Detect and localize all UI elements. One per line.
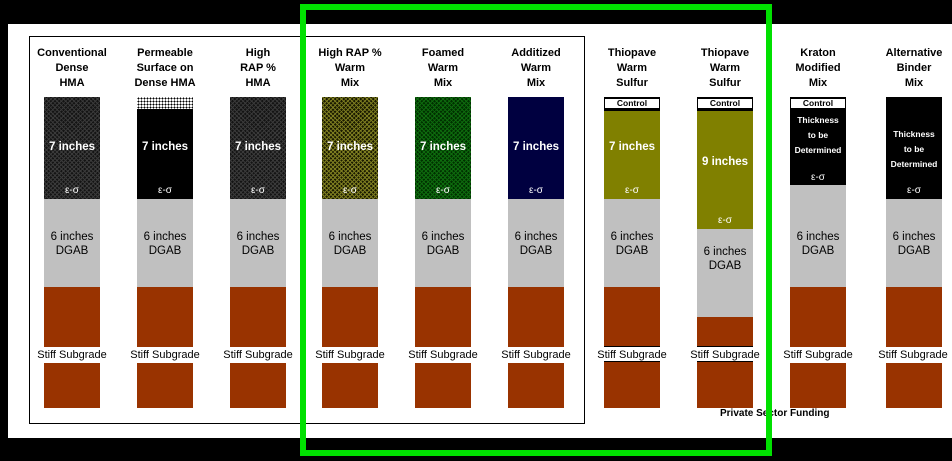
dgab-layer <box>230 199 286 287</box>
strain-stress-label: ε-σ <box>811 172 825 183</box>
subgrade-label: Stiff Subgrade <box>401 347 485 363</box>
hma-thickness-label: 7 inches <box>608 141 656 153</box>
subgrade-label: Stiff Subgrade <box>776 347 860 363</box>
subgrade-label: Stiff Subgrade <box>690 346 760 362</box>
column-title: Thiopave Warm Sulfur <box>700 47 750 89</box>
dgab-label: 6 inches DGAB <box>50 231 94 257</box>
sulfur-hma-layer <box>697 111 753 229</box>
strain-stress-label: ε-σ <box>718 215 732 226</box>
column-title: High RAP % Warm Mix <box>318 47 382 89</box>
dgab-layer <box>790 185 846 287</box>
subgrade-label: Stiff Subgrade <box>30 347 114 363</box>
dgab-label: 6 inches DGAB <box>143 231 187 257</box>
column-title: Permeable Surface on Dense HMA <box>134 47 196 89</box>
dgab-layer <box>604 199 660 287</box>
hma-thickness-label: 9 inches <box>701 156 749 168</box>
dgab-label: 6 inches DGAB <box>892 231 936 257</box>
dgab-label: 6 inches DGAB <box>796 231 840 257</box>
dgab-layer <box>508 199 564 287</box>
thickness-tbd-label: Thickness to be Determined <box>890 129 938 169</box>
strain-stress-label: ε-σ <box>251 185 265 196</box>
strain-stress-label: ε-σ <box>625 185 639 196</box>
strain-stress-label: ε-σ <box>907 185 921 196</box>
dgab-layer <box>415 199 471 287</box>
dgab-label: 6 inches DGAB <box>514 231 558 257</box>
dgab-label: 6 inches DGAB <box>421 231 465 257</box>
hma-thickness-label: 7 inches <box>48 141 96 153</box>
subgrade-label: Stiff Subgrade <box>308 347 392 363</box>
hma-layer <box>44 97 100 199</box>
funding-note: Private Sector Funding <box>720 408 830 419</box>
subgrade-layer <box>697 317 753 408</box>
hma-thickness-label: 7 inches <box>512 141 560 153</box>
subgrade-label: Stiff Subgrade <box>878 347 948 363</box>
control-label: Control <box>791 99 845 108</box>
hma-layer <box>230 97 286 199</box>
hma-thickness-label: 7 inches <box>419 141 467 153</box>
thickness-tbd-label: Thickness to be Determined <box>794 115 842 155</box>
dgab-layer <box>697 229 753 317</box>
subgrade-label: Stiff Subgrade <box>597 346 667 362</box>
column-title: High RAP % HMA <box>240 47 276 89</box>
dgab-layer <box>322 199 378 287</box>
dgab-layer <box>137 199 193 287</box>
permeable-surface-layer <box>137 97 193 109</box>
dgab-label: 6 inches DGAB <box>703 246 747 272</box>
column-title: Additized Warm Mix <box>511 47 561 89</box>
hma-thickness-label: 7 inches <box>141 141 189 153</box>
dgab-layer <box>886 199 942 287</box>
hma-thickness-label: 7 inches <box>326 141 374 153</box>
strain-stress-label: ε-σ <box>436 185 450 196</box>
control-label: Control <box>605 99 659 108</box>
control-label: Control <box>698 99 752 108</box>
hma-layer <box>137 109 193 199</box>
column-title: Conventional Dense HMA <box>37 47 107 89</box>
group-box-hma-sections <box>29 36 585 424</box>
dgab-label: 6 inches DGAB <box>236 231 280 257</box>
column-title: Foamed Warm Mix <box>421 47 465 89</box>
hma-thickness-label: 7 inches <box>234 141 282 153</box>
subgrade-label: Stiff Subgrade <box>494 347 578 363</box>
asphalt-layer <box>790 97 846 185</box>
subgrade-label: Stiff Subgrade <box>123 347 207 363</box>
hma-layer <box>508 97 564 199</box>
dgab-layer <box>44 199 100 287</box>
hma-layer <box>322 97 378 199</box>
column-title: Alternative Binder Mix <box>885 47 943 89</box>
strain-stress-label: ε-σ <box>65 185 79 196</box>
strain-stress-label: ε-σ <box>343 185 357 196</box>
hma-layer <box>415 97 471 199</box>
subgrade-label: Stiff Subgrade <box>216 347 300 363</box>
dgab-label: 6 inches DGAB <box>610 231 654 257</box>
dgab-label: 6 inches DGAB <box>328 231 372 257</box>
column-title: Kraton Modified Mix <box>795 47 841 89</box>
strain-stress-label: ε-σ <box>529 185 543 196</box>
column-title: Thiopave Warm Sulfur <box>607 47 657 89</box>
strain-stress-label: ε-σ <box>158 185 172 196</box>
asphalt-layer <box>886 97 942 199</box>
sulfur-hma-layer <box>604 111 660 199</box>
